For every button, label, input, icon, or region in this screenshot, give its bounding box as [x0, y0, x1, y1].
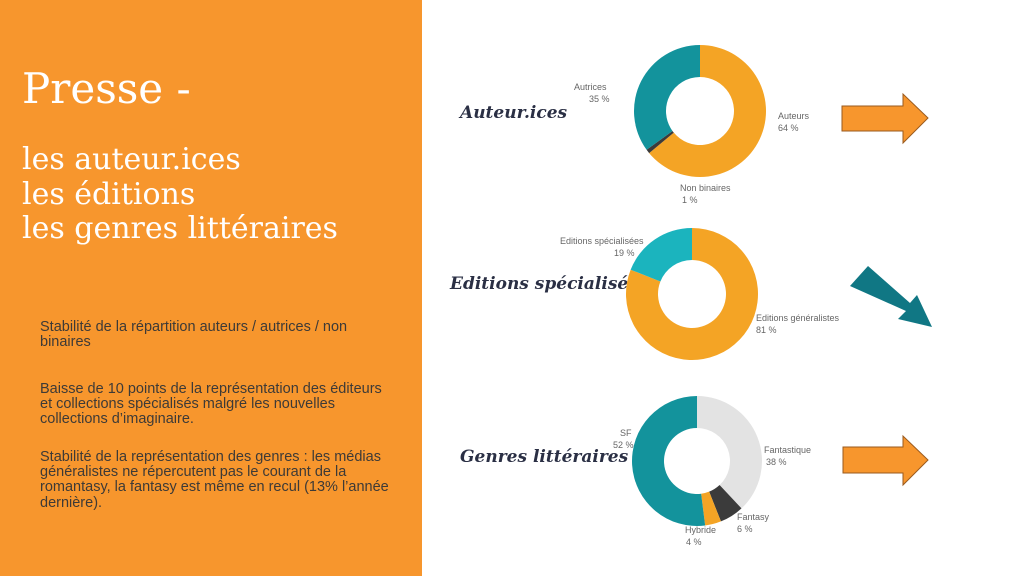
- subtitle-line-publishers: les éditions: [22, 176, 196, 212]
- slice-label-fantastique-value: 38 %: [766, 457, 787, 467]
- slice-label-specialisees-value: 19 %: [614, 248, 635, 258]
- donut-slice-sf: [632, 396, 706, 526]
- donut-slice-fantasy: [709, 485, 742, 522]
- page-subtitle: les auteur.ices les éditions les genres …: [22, 142, 338, 247]
- donut-slice-autrices: [634, 45, 700, 150]
- slice-label-auteurs-name: Auteurs: [778, 111, 810, 121]
- slice-label-fantastique-name: Fantastique: [764, 445, 811, 455]
- slice-label-sf-name: SF: [620, 428, 632, 438]
- slice-label-nonbinaires-value: 1 %: [682, 195, 698, 205]
- slice-label-autrices-value: 35 %: [589, 94, 610, 104]
- slice-label-generalistes-value: 81 %: [756, 325, 777, 335]
- chart-label-genres: Genres littéraires: [460, 447, 629, 467]
- donut-slice-fantastique: [697, 396, 762, 509]
- down-right-arrow-icon: [850, 266, 932, 327]
- donut-slice-editions-g-n-ralistes: [626, 228, 758, 360]
- donut-slice-editions-sp-cialis-es: [630, 228, 692, 282]
- donut-genres: [632, 396, 762, 526]
- note-publishers: Baisse de 10 points de la représentation…: [40, 381, 382, 428]
- right-arrow-icon: [842, 434, 929, 487]
- slice-labels: Auteurs 64 % Autrices 35 % Non binaires …: [560, 82, 840, 547]
- subtitle-line-genres: les genres littéraires: [22, 211, 338, 246]
- slice-label-fantasy-value: 6 %: [737, 524, 753, 534]
- slice-label-nonbinaires-name: Non binaires: [680, 183, 731, 193]
- chart-label-publishers: Editions spécialisées: [450, 274, 649, 294]
- slice-label-hybride-value: 4 %: [686, 537, 702, 547]
- subtitle-line-authors: les auteur.ices: [22, 142, 241, 177]
- slice-label-auteurs-value: 64 %: [778, 123, 799, 133]
- left-panel: Presse - les auteur.ices les éditions le…: [0, 0, 422, 576]
- donut-slice-auteurs: [649, 45, 767, 178]
- chart-label-authors: Auteur.ices: [460, 103, 568, 123]
- donut-publishers: [626, 228, 758, 360]
- slice-label-fantasy-name: Fantasy: [737, 512, 770, 522]
- slice-label-hybride-name: Hybride: [685, 525, 716, 535]
- note-genres: Stabilité de la représentation des genre…: [40, 449, 389, 511]
- donut-slice-non-binaires: [646, 130, 674, 154]
- right-arrow-icon: [841, 92, 929, 145]
- donut-slice-hybride: [701, 491, 721, 526]
- slice-label-sf-value: 52 %: [613, 440, 634, 450]
- note-authors: Stabilité de la répartition auteurs / au…: [40, 319, 348, 351]
- slice-label-generalistes-name: Editions généralistes: [756, 313, 840, 323]
- slice-label-specialisees-name: Editions spécialisées: [560, 236, 644, 246]
- slice-label-autrices-name: Autrices: [574, 82, 607, 92]
- donut-authors: [634, 45, 767, 178]
- page-title: Presse -: [22, 64, 191, 113]
